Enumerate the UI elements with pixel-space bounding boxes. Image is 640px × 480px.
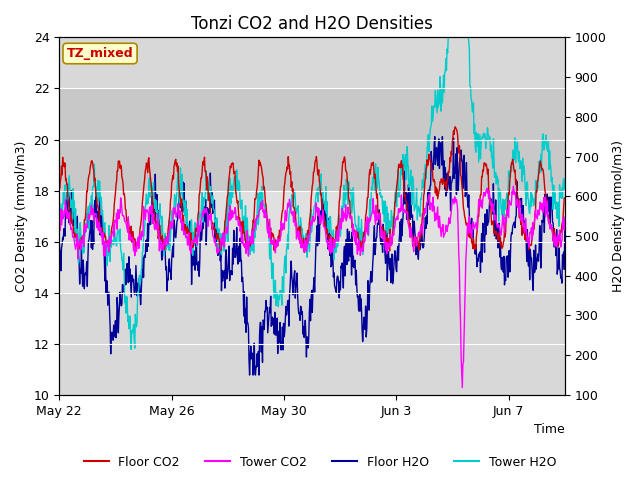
X-axis label: Time: Time — [534, 423, 565, 436]
Y-axis label: CO2 Density (mmol/m3): CO2 Density (mmol/m3) — [15, 141, 28, 292]
Bar — [59, 88, 565, 191]
Legend: Floor CO2, Tower CO2, Floor H2O, Tower H2O: Floor CO2, Tower CO2, Floor H2O, Tower H… — [79, 451, 561, 474]
Title: Tonzi CO2 and H2O Densities: Tonzi CO2 and H2O Densities — [191, 15, 433, 33]
Bar — [59, 191, 565, 293]
Y-axis label: H2O Density (mmol/m3): H2O Density (mmol/m3) — [612, 140, 625, 292]
Text: TZ_mixed: TZ_mixed — [67, 47, 133, 60]
